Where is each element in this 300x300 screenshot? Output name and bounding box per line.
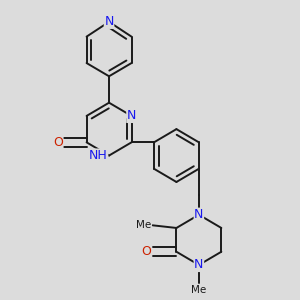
Text: Me: Me — [191, 285, 206, 295]
Text: N: N — [127, 110, 136, 122]
Text: O: O — [141, 245, 151, 258]
Text: O: O — [53, 136, 63, 149]
Text: N: N — [104, 15, 114, 28]
Text: N: N — [194, 208, 204, 221]
Text: Me: Me — [136, 220, 151, 230]
Text: NH: NH — [89, 149, 108, 162]
Text: N: N — [194, 259, 204, 272]
